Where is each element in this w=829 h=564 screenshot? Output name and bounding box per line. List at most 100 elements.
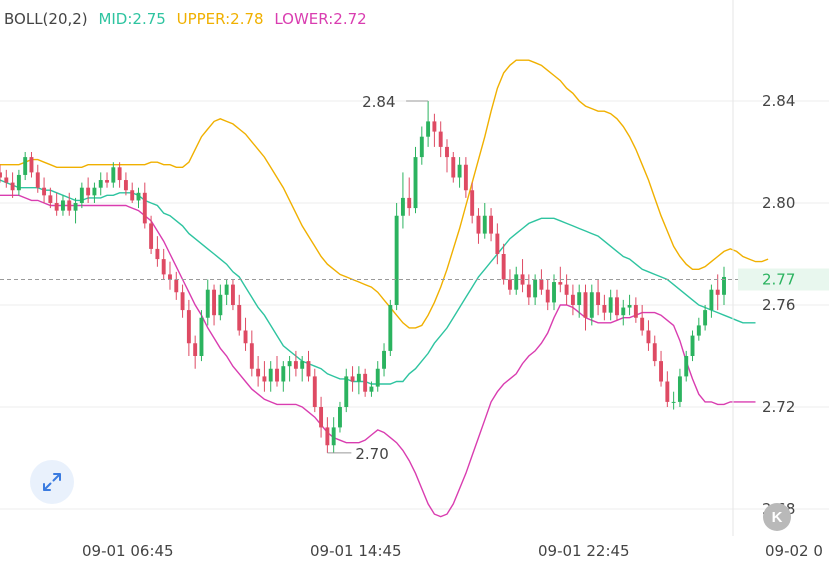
candle-body bbox=[237, 305, 242, 331]
candle-body bbox=[117, 167, 122, 181]
candle-body bbox=[136, 192, 141, 201]
candle-body bbox=[633, 305, 638, 318]
candle-body bbox=[54, 203, 59, 211]
candle-body bbox=[470, 190, 475, 216]
candle-body bbox=[432, 121, 437, 132]
candle-body bbox=[640, 317, 645, 331]
candle-body bbox=[445, 146, 449, 158]
candle-body bbox=[16, 174, 21, 191]
y-tick-label: 2.72 bbox=[762, 398, 795, 416]
candle-body bbox=[186, 310, 191, 344]
candle-body bbox=[369, 386, 374, 392]
candle-body bbox=[722, 276, 726, 295]
price-markers: 2.77 2.84 2.70 bbox=[0, 93, 829, 463]
upper-band-line bbox=[0, 59, 769, 329]
candle-body bbox=[709, 289, 714, 311]
candle-body bbox=[602, 305, 607, 313]
candle-body bbox=[457, 164, 462, 178]
candle-body bbox=[407, 197, 412, 209]
indicator-legend: BOLL(20,2) MID:2.75 UPPER:2.78 LOWER:2.7… bbox=[4, 10, 367, 28]
candle-body bbox=[123, 180, 128, 191]
mid-band-line bbox=[0, 179, 756, 385]
candle-body bbox=[180, 292, 185, 311]
candle-body bbox=[501, 254, 506, 280]
candle-body bbox=[10, 182, 15, 191]
candle-body bbox=[344, 376, 349, 407]
candle-body bbox=[306, 361, 311, 377]
candle-body bbox=[715, 289, 720, 295]
lower-band-line bbox=[0, 194, 756, 518]
candle-body bbox=[130, 190, 135, 201]
legend-upper: UPPER:2.78 bbox=[177, 10, 264, 28]
candle-body bbox=[539, 279, 544, 290]
candle-body bbox=[451, 157, 456, 178]
candle-body bbox=[703, 310, 708, 326]
candle-body bbox=[627, 305, 632, 308]
candle-body bbox=[105, 180, 109, 183]
candle-body bbox=[356, 373, 361, 382]
candle-body bbox=[646, 330, 651, 344]
candle-body bbox=[67, 200, 72, 211]
candle-body bbox=[621, 307, 626, 316]
candle-body bbox=[526, 284, 531, 298]
high-annotation-label: 2.84 bbox=[362, 93, 395, 111]
x-tick-label: 09-02 0 bbox=[765, 542, 823, 559]
candle-body bbox=[61, 200, 65, 211]
candle-body bbox=[92, 187, 97, 196]
candle-body bbox=[281, 366, 286, 382]
candle-body bbox=[596, 292, 601, 305]
candle-body bbox=[149, 223, 154, 249]
logo-watermark-icon: K bbox=[763, 503, 791, 531]
candle-body bbox=[684, 356, 689, 377]
candle-body bbox=[696, 325, 701, 336]
y-tick-label: 2.84 bbox=[762, 92, 795, 110]
candle-body bbox=[489, 215, 494, 234]
x-tick-label: 09-01 22:45 bbox=[538, 542, 630, 559]
candle-body bbox=[256, 368, 261, 377]
candle-body bbox=[249, 343, 254, 369]
candle-body bbox=[583, 292, 588, 318]
candle-body bbox=[312, 376, 317, 407]
candle-body bbox=[325, 427, 330, 446]
candle-body bbox=[514, 274, 519, 290]
candle-body bbox=[268, 368, 273, 382]
candle-body bbox=[155, 248, 160, 260]
candle-body bbox=[300, 361, 305, 369]
candle-body bbox=[86, 187, 91, 196]
candle-body bbox=[495, 233, 500, 254]
candle-body bbox=[243, 330, 248, 344]
candle-body bbox=[73, 203, 78, 211]
candle-body bbox=[615, 297, 619, 316]
candle-body bbox=[98, 180, 103, 188]
candle-body bbox=[400, 197, 405, 216]
candle-body bbox=[545, 289, 550, 303]
candle-body bbox=[29, 157, 34, 173]
candle-body bbox=[388, 305, 393, 351]
candle-body bbox=[652, 343, 657, 362]
candle-body bbox=[677, 376, 682, 402]
expand-arrows-icon bbox=[43, 473, 61, 491]
expand-chart-button[interactable] bbox=[30, 460, 74, 504]
indicator-name: BOLL(20,2) bbox=[4, 10, 88, 28]
candle-body bbox=[35, 172, 40, 188]
candle-body bbox=[79, 187, 84, 203]
candle-body bbox=[4, 177, 9, 183]
candle-body bbox=[589, 292, 594, 318]
legend-lower: LOWER:2.72 bbox=[274, 10, 366, 28]
candle-body bbox=[199, 317, 204, 356]
candle-body bbox=[161, 259, 166, 275]
candle-body bbox=[558, 282, 563, 285]
candle-body bbox=[382, 350, 386, 369]
candle-body bbox=[476, 215, 481, 234]
y-tick-label: 2.80 bbox=[762, 194, 795, 212]
candle-body bbox=[262, 376, 267, 382]
candle-body bbox=[168, 274, 172, 280]
candles bbox=[0, 101, 726, 453]
candle-body bbox=[577, 292, 582, 305]
candle-body bbox=[375, 368, 380, 387]
current-price-bg bbox=[738, 268, 829, 291]
candle-body bbox=[671, 401, 676, 403]
